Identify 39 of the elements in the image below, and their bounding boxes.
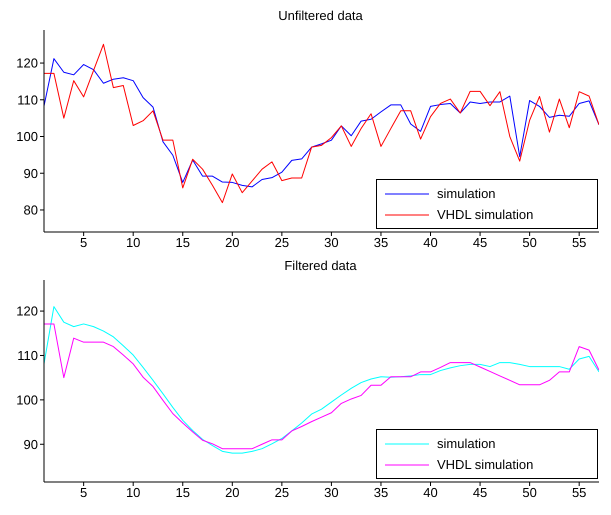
legend-label: simulation: [437, 435, 496, 453]
x-tick-label: 40: [423, 485, 438, 500]
x-tick-label: 5: [80, 235, 88, 250]
chart-title: Unfiltered data: [277, 8, 364, 25]
legend-label: VHDL simulation: [437, 206, 534, 224]
y-tick-label: 120: [16, 56, 38, 71]
x-tick-label: 55: [572, 235, 586, 250]
y-tick-label: 80: [24, 202, 38, 218]
x-tick-label: 10: [126, 235, 140, 250]
x-tick-label: 15: [176, 485, 190, 500]
y-tick-label: 120: [16, 304, 38, 319]
x-tick-label: 45: [472, 485, 488, 500]
x-tick-label: 35: [374, 235, 388, 250]
x-tick-label: 15: [176, 235, 190, 250]
line-series: [44, 58, 599, 188]
x-tick-label: 35: [374, 485, 388, 500]
line-series: [44, 44, 599, 204]
x-tick-label: 20: [225, 485, 240, 500]
y-tick-label: 100: [16, 392, 38, 408]
x-tick-label: 10: [126, 485, 140, 500]
x-tick-label: 45: [472, 235, 488, 250]
y-tick-label: 100: [16, 129, 38, 144]
x-tick-label: 50: [522, 485, 537, 500]
x-tick-label: 30: [324, 485, 339, 500]
x-tick-label: 30: [324, 235, 339, 250]
x-tick-label: 50: [522, 235, 537, 250]
x-tick-label: 40: [423, 235, 438, 250]
x-tick-label: 55: [572, 485, 586, 500]
y-tick-label: 90: [24, 436, 38, 452]
x-tick-label: 5: [80, 485, 88, 500]
chart-title: Filtered data: [283, 258, 358, 275]
y-tick-label: 110: [17, 348, 38, 364]
y-tick-label: 90: [24, 166, 38, 181]
x-tick-label: 25: [274, 235, 290, 250]
x-tick-label: 25: [274, 485, 290, 500]
y-tick-label: 110: [17, 92, 38, 108]
legend-label: VHDL simulation: [437, 456, 534, 474]
x-tick-label: 20: [225, 235, 240, 250]
legend-label: simulation: [437, 185, 496, 203]
